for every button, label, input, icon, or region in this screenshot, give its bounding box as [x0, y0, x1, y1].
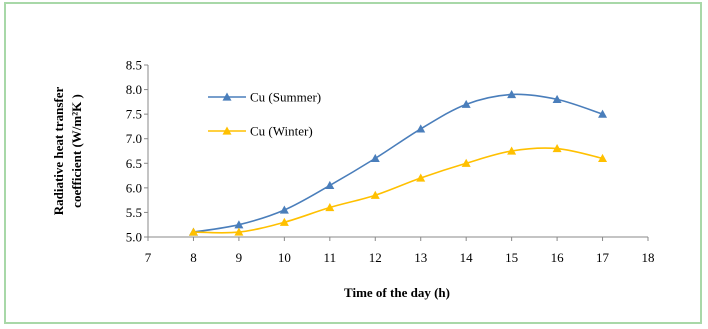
y-tick-label: 7.0: [126, 131, 142, 146]
y-axis-title-line1: Radiative heat transfer: [51, 87, 66, 216]
data-point-cu-summer: [598, 109, 608, 118]
y-tick-labels: 5.0 5.5 6.0 6.5 7.0 7.5 8.0 8.5: [126, 58, 142, 245]
legend: Cu (Summer) Cu (Winter): [208, 90, 321, 139]
data-point-cu-summer: [507, 89, 517, 99]
x-tick-label: 17: [596, 250, 610, 265]
data-point-cu-winter: [552, 144, 562, 153]
legend-label-cu-winter: Cu (Winter): [250, 124, 313, 139]
y-tick-label: 6.5: [126, 156, 142, 171]
x-tick-labels: 7 8 9 10 11 12 13 14 15 16 17 18: [145, 250, 655, 265]
plot-axes: [144, 64, 649, 241]
data-point-cu-winter: [416, 173, 426, 182]
x-tick-label: 8: [190, 250, 197, 265]
y-tick-label: 5.5: [126, 205, 142, 220]
data-point-cu-winter: [325, 203, 335, 212]
data-point-cu-summer: [325, 180, 335, 189]
x-tick-label: 12: [369, 250, 382, 265]
x-tick-label: 16: [551, 250, 565, 265]
data-point-cu-summer: [416, 124, 426, 133]
series-layer: [188, 89, 608, 236]
data-point-cu-winter: [461, 158, 471, 167]
y-tick-label: 7.5: [126, 107, 142, 122]
data-point-cu-winter: [507, 146, 517, 155]
x-tick-label: 9: [236, 250, 243, 265]
x-tick-label: 15: [505, 250, 518, 265]
data-point-cu-summer: [279, 205, 289, 214]
chart-frame: [4, 2, 702, 324]
x-tick-label: 18: [642, 250, 655, 265]
y-axis-title-line2: coefficient (W/m²K ): [69, 94, 84, 208]
legend-marker-cu-summer: [222, 92, 232, 101]
series-line-cu-summer: [193, 93, 603, 233]
data-point-cu-winter: [598, 153, 608, 162]
series-line-cu-winter: [193, 147, 603, 234]
x-tick-label: 14: [460, 250, 474, 265]
data-point-cu-winter: [188, 227, 198, 236]
legend-label-cu-summer: Cu (Summer): [250, 90, 321, 105]
x-tick-label: 13: [414, 250, 427, 265]
x-tick-label: 7: [145, 250, 152, 265]
y-tick-label: 5.0: [126, 230, 142, 245]
data-point-cu-summer: [552, 94, 562, 103]
data-point-cu-summer: [461, 99, 471, 108]
x-tick-label: 10: [278, 250, 291, 265]
data-point-cu-winter: [279, 217, 289, 226]
data-point-cu-winter: [370, 190, 380, 199]
data-point-cu-summer: [234, 220, 244, 229]
x-tick-label: 11: [324, 250, 337, 265]
data-point-cu-winter: [234, 227, 244, 236]
x-axis-title: Time of the day (h): [344, 285, 450, 300]
y-tick-label: 8.5: [126, 58, 142, 73]
y-tick-label: 6.0: [126, 180, 142, 195]
legend-marker-cu-winter: [222, 126, 232, 135]
data-point-cu-summer: [370, 153, 380, 162]
y-tick-label: 8.0: [126, 82, 142, 97]
